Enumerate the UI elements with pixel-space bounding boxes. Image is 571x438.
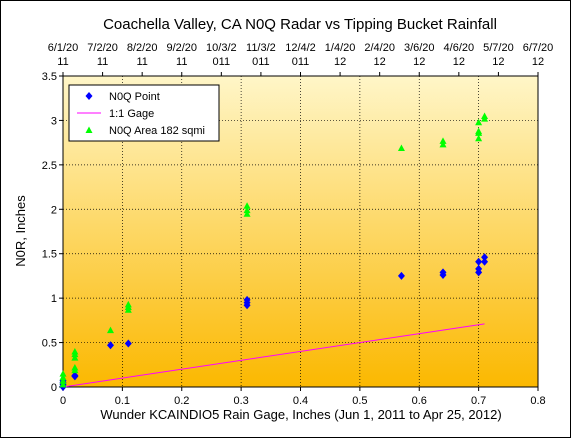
x-tick-label: 0.8 [530,395,545,407]
legend-label: 1:1 Gage [109,108,154,120]
y-tick-label: 1.5 [42,249,57,261]
y-tick-label: 3.5 [42,71,57,83]
n0q-point-marker [481,257,489,266]
top-date-label: 10/3/2 [206,42,237,54]
legend-label: N0Q Area 182 sqmi [109,125,205,137]
n0q-area-marker [439,140,447,148]
top-date-label: 9/2/20 [166,42,197,54]
top-year-label: 12 [374,56,386,68]
top-date-label: 8/2/20 [127,42,158,54]
n0q-point-marker [397,271,405,280]
y-axis-label: N0R, Inches [13,195,28,267]
n0q-area-marker [475,127,483,135]
y-tick-label: 2.5 [42,160,57,172]
y-tick-label: 0.5 [42,338,57,350]
n0q-area-marker [71,347,79,355]
n0q-area-marker [59,377,67,384]
top-year-label: 11 [136,56,147,68]
x-tick-label: 0.5 [352,395,367,407]
top-date-label: 4/6/20 [444,42,475,54]
top-year-label: 12 [492,56,504,68]
top-year-label: 11 [57,56,68,68]
top-date-label: 5/7/20 [483,42,514,54]
series-2 [59,112,489,388]
n0q-area-marker [124,300,132,308]
chart-title: Coachella Valley, CA N0Q Radar vs Tippin… [103,16,497,33]
n0q-area-marker [71,363,79,371]
y-tick-label: 3 [51,115,57,127]
n0q-point-marker [107,341,114,350]
top-year-label: 12 [453,56,465,68]
y-tick-label: 0 [51,382,57,394]
n0q-area-marker [71,354,79,361]
n0q-point-marker [475,257,483,266]
x-tick-label: 0.4 [293,395,308,407]
y-tick-label: 2 [51,204,57,216]
n0q-area-marker [243,210,251,217]
top-date-label: 6/1/20 [48,42,79,54]
top-year-label: 11 [176,56,187,68]
top-year-label: 11 [97,56,108,68]
n0q-area-marker [243,202,251,209]
x-axis-label: Wunder KCAINDIO5 Rain Gage, Inches (Jun … [100,407,501,422]
x-tick-label: 0.3 [233,395,248,407]
top-date-label: 2/4/20 [364,42,395,54]
n0q-area-marker [475,118,483,126]
n0q-area-marker [107,326,114,334]
series-1 [62,323,485,388]
x-tick-label: 0.6 [412,395,427,407]
top-year-label: 12 [413,56,425,68]
x-tick-label: 0.1 [115,395,130,407]
n0q-area-marker [475,134,483,142]
top-year-label: 011 [213,56,231,68]
top-year-label: 12 [532,56,544,68]
n0q-point-marker [124,339,132,348]
n0q-area-marker [59,373,67,381]
y-tick-label: 1 [51,293,57,305]
legend-symbol [85,126,93,133]
n0q-area-marker [397,144,405,151]
one-to-one-line [62,323,485,388]
n0q-area-marker [59,370,67,377]
top-year-label: 011 [252,56,270,68]
n0q-point-marker [475,264,483,273]
top-date-label: 6/7/20 [523,42,554,54]
top-date-label: 11/3/2 [246,42,276,54]
n0q-area-marker [439,137,447,144]
top-date-label: 3/6/20 [404,42,435,54]
n0q-area-marker [59,380,67,388]
x-tick-label: 0 [60,395,66,407]
n0q-area-marker [243,206,251,214]
n0q-point-marker [243,295,251,304]
top-date-label: 1/4/20 [325,42,356,54]
n0q-point-marker [481,253,489,262]
top-date-label: 7/2/20 [87,42,118,54]
x-tick-label: 0.2 [174,395,189,407]
n0q-area-marker [481,112,489,119]
legend-symbol [85,92,93,100]
top-year-label: 12 [334,56,346,68]
top-year-label: 011 [292,56,310,68]
top-date-label: 12/4/2 [285,42,316,54]
legend-label: N0Q Point [109,91,160,103]
x-tick-label: 0.7 [471,395,486,407]
n0q-point-marker [71,371,79,380]
n0q-point-marker [439,268,447,277]
